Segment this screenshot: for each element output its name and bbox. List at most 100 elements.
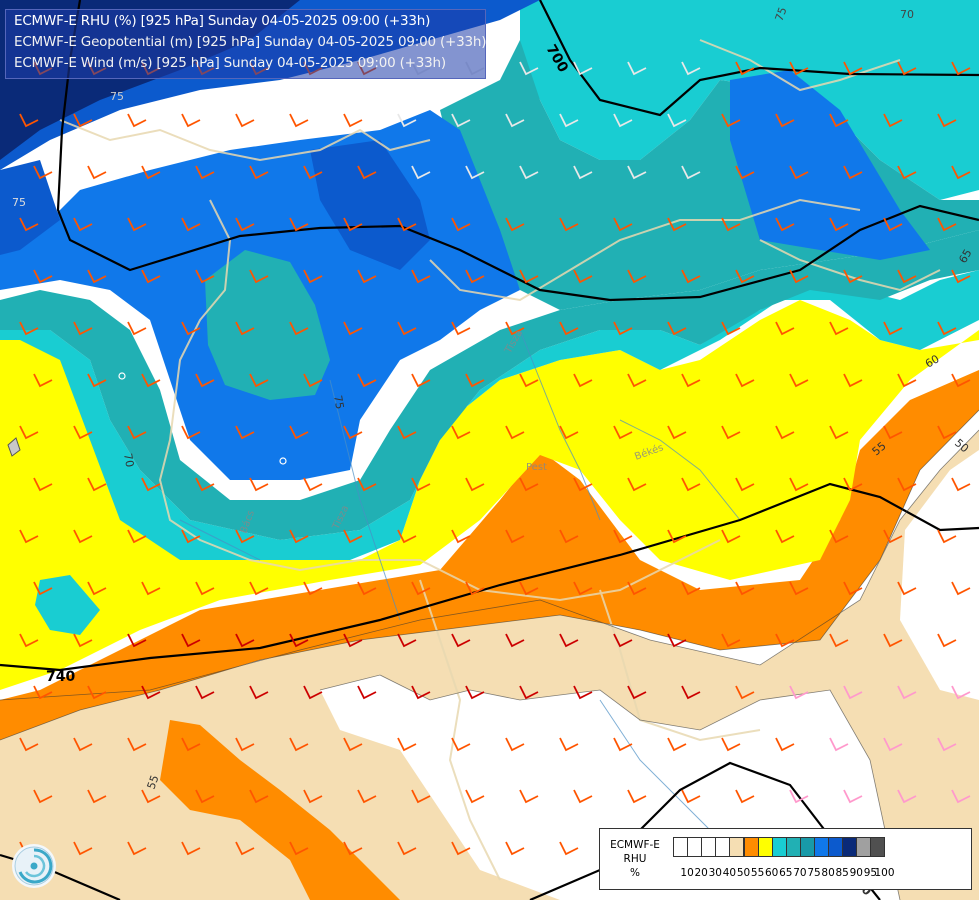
wind-barb: [681, 581, 701, 596]
wind-barb: [519, 685, 539, 700]
wind-barb: [573, 685, 593, 700]
wind-barb: [19, 737, 39, 752]
logo: [12, 844, 56, 888]
wind-barb: [397, 217, 417, 232]
wind-barb: [451, 633, 471, 648]
rhu-80-85-area: [310, 140, 430, 270]
wind-barb: [505, 633, 525, 648]
wind-barb: [667, 529, 687, 544]
wind-barb: [627, 61, 647, 76]
wind-barb: [843, 685, 863, 700]
wind-barb: [195, 685, 215, 700]
wind-barb: [235, 113, 255, 128]
legend-tick-label: 85: [835, 867, 849, 879]
wind-barb: [775, 737, 795, 752]
wind-barb: [775, 633, 795, 648]
wind-barb: [141, 373, 161, 388]
wind-barb: [343, 633, 363, 648]
wind-barb: [789, 373, 809, 388]
wind-barb: [465, 685, 485, 700]
wind-barb: [505, 425, 525, 440]
wind-barb: [289, 425, 309, 440]
wind-barb: [789, 165, 809, 180]
wind-barb: [87, 269, 107, 284]
wind-barb: [735, 789, 755, 804]
wind-barb: [127, 633, 147, 648]
wind-barb: [249, 685, 269, 700]
wind-barb: [897, 789, 917, 804]
wind-barb: [937, 633, 957, 648]
wind-barb: [289, 113, 309, 128]
legend-swatch: [785, 837, 801, 857]
wind-barb: [519, 581, 539, 596]
wind-barb: [789, 269, 809, 284]
wind-barb: [627, 269, 647, 284]
legend-tick-label: 90: [849, 867, 863, 879]
wind-barb: [343, 425, 363, 440]
wind-barb: [735, 61, 755, 76]
legend-swatch: [799, 837, 815, 857]
wind-barb: [775, 529, 795, 544]
wind-barb: [343, 113, 363, 128]
wind-barb: [141, 685, 161, 700]
wind-barb: [303, 165, 323, 180]
wind-barb: [343, 529, 363, 544]
wind-barb: [141, 165, 161, 180]
wind-barb: [33, 789, 53, 804]
wind-barb: [249, 789, 269, 804]
wind-barb: [775, 113, 795, 128]
wind-barb: [951, 269, 971, 284]
wind-barb: [127, 321, 147, 336]
legend-swatch: [870, 837, 886, 857]
rhu-label-75: 75: [773, 5, 790, 23]
wind-barb: [127, 113, 147, 128]
wind-barb: [559, 113, 579, 128]
wind-barb: [667, 425, 687, 440]
wind-barb: [735, 165, 755, 180]
wind-barb: [465, 269, 485, 284]
wind-barb: [559, 217, 579, 232]
wind-barb: [951, 477, 971, 492]
wind-barb: [19, 425, 39, 440]
wind-barb: [721, 425, 741, 440]
wind-barb: [627, 581, 647, 596]
wind-barb: [681, 61, 701, 76]
wind-barb: [613, 217, 633, 232]
wind-barb: [303, 269, 323, 284]
wind-barb: [505, 217, 525, 232]
wind-barb: [559, 841, 579, 856]
rhu-65-70-area: [520, 0, 979, 200]
wind-barb: [87, 789, 107, 804]
wind-barb: [411, 269, 431, 284]
wind-barb: [235, 529, 255, 544]
wind-barb: [303, 685, 323, 700]
wind-barb: [789, 685, 809, 700]
legend-tick-label: 40: [722, 867, 737, 879]
wind-barb: [843, 165, 863, 180]
wind-barb: [343, 217, 363, 232]
legend-tick-label: 10: [680, 867, 694, 879]
legend-tick-label: 70: [793, 867, 807, 879]
wind-barb: [181, 737, 201, 752]
wind-barb: [573, 269, 593, 284]
wind-barb: [627, 477, 647, 492]
wind-barb: [141, 581, 161, 596]
wind-barb: [249, 477, 269, 492]
wind-barb: [559, 425, 579, 440]
wind-barb: [843, 269, 863, 284]
wind-barb: [951, 789, 971, 804]
wind-barb: [357, 685, 377, 700]
legend-tick-label: 100: [874, 867, 895, 879]
wind-barb: [843, 477, 863, 492]
wind-barb: [735, 685, 755, 700]
wind-barb: [141, 477, 161, 492]
wind-barb: [19, 113, 39, 128]
wind-barb: [73, 529, 93, 544]
wind-barb: [465, 373, 485, 388]
wind-barb: [411, 581, 431, 596]
wind-barb: [181, 529, 201, 544]
wind-barb: [181, 113, 201, 128]
legend-tick-label: 20: [694, 867, 708, 879]
wind-barb: [73, 113, 93, 128]
wind-barb: [303, 477, 323, 492]
